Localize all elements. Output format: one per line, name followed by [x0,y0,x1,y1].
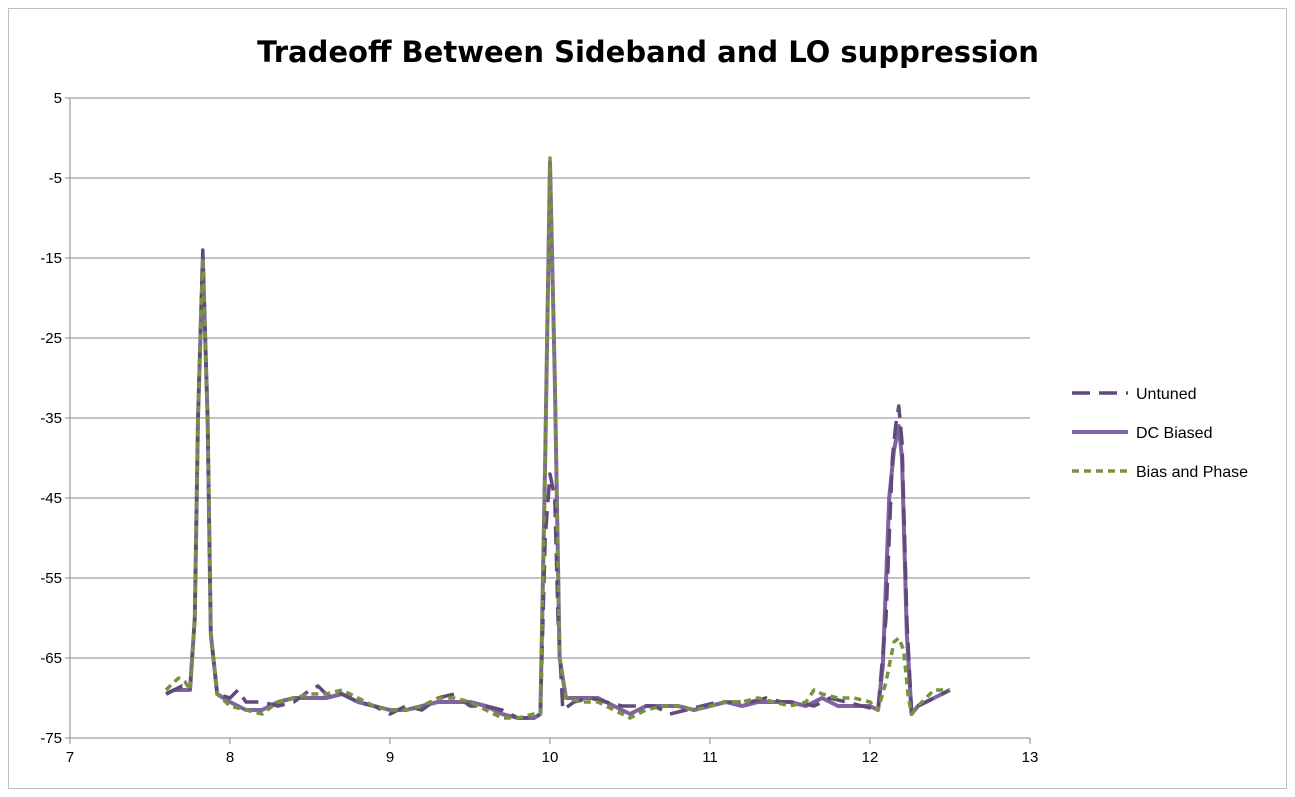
y-tick-label: 5 [54,90,62,107]
x-axis-ticks: 7 8 9 10 11 12 13 [66,749,1039,766]
series-line-untuned [165,248,951,720]
legend-label: Bias and Phase [1136,464,1248,481]
legend-label: DC Biased [1136,425,1212,442]
chart-title: Tradeoff Between Sideband and LO suppres… [257,35,1039,69]
series-line-bias-and-phase [164,156,950,720]
y-tick-label: -35 [40,410,62,427]
legend: Untuned DC Biased Bias and Phase [1072,386,1248,481]
x-tick-label: 10 [542,749,559,766]
x-tick-label: 7 [66,749,74,766]
y-tick-label: -65 [40,650,62,667]
y-tick-label: -25 [40,330,62,347]
y-tick-label: -55 [40,570,62,587]
y-tick-label: -45 [40,490,62,507]
y-tick-label: -5 [49,170,62,187]
x-tick-label: 11 [702,749,718,766]
series-lines [164,156,951,720]
legend-label: Untuned [1136,386,1197,403]
x-tick-label: 13 [1022,749,1039,766]
series-line-dc-biased [165,160,951,720]
x-tick-label: 12 [862,749,879,766]
y-tick-label: -75 [40,730,62,747]
axes [65,97,1031,744]
y-axis-ticks: 5 -5 -15 -25 -35 -45 -55 -65 -75 [40,90,62,747]
x-tick-label: 8 [226,749,234,766]
x-tick-label: 9 [386,749,394,766]
chart-frame [8,8,1287,789]
y-tick-label: -15 [40,250,62,267]
gridlines [70,97,1030,659]
